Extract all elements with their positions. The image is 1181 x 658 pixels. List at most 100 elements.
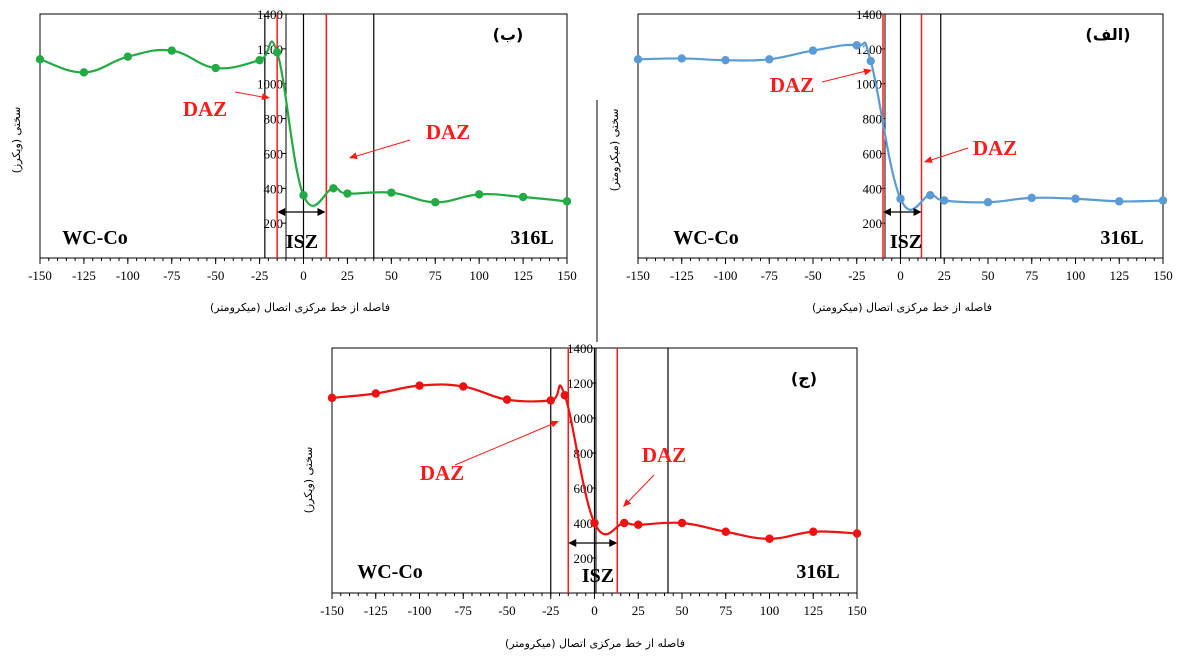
data-point — [560, 391, 569, 400]
data-point — [765, 534, 774, 543]
y-tick-label: 200 — [574, 551, 594, 566]
x-tick-label: -50 — [207, 268, 224, 283]
x-tick-label: 50 — [676, 603, 689, 618]
x-tick-label: -150 — [626, 268, 650, 283]
data-point — [211, 63, 220, 73]
daz-pointer-head — [261, 93, 270, 101]
data-point — [343, 189, 352, 198]
x-tick-label: 0 — [897, 268, 904, 283]
isz-arrow-head-right — [913, 208, 922, 216]
data-point — [415, 381, 424, 390]
x-tick-label: 75 — [1025, 268, 1038, 283]
y-tick-label: 800 — [264, 112, 284, 127]
y-tick-label: 1400 — [257, 7, 283, 22]
data-point — [721, 527, 730, 536]
x-tick-label: -150 — [28, 268, 52, 283]
y-tick-label: 800 — [863, 112, 883, 127]
left-material-label: WC-Co — [62, 227, 128, 249]
x-tick-label: -25 — [251, 268, 268, 283]
x-tick-label: -125 — [72, 268, 96, 283]
x-tick-label: 125 — [804, 603, 824, 618]
left-material-label: WC-Co — [673, 227, 739, 249]
isz-arrow-head-right — [317, 208, 326, 216]
daz-pointer-head — [863, 68, 872, 76]
daz-annotation: DAZ — [426, 120, 470, 144]
data-point — [255, 55, 264, 65]
data-point — [633, 55, 643, 64]
series-line — [331, 383, 858, 540]
isz-label: ISZ — [286, 231, 318, 253]
daz-annotation: DAZ — [770, 73, 814, 97]
data-point — [1027, 193, 1036, 203]
x-tick-label: -125 — [364, 603, 388, 618]
y-tick-label: 600 — [264, 146, 284, 161]
data-point — [546, 396, 555, 405]
daz-annotation: DAZ — [642, 443, 686, 467]
x-tick-label: 100 — [1066, 268, 1086, 283]
x-tick-label: 25 — [341, 268, 354, 283]
data-point — [808, 46, 818, 55]
x-tick-label: -100 — [408, 603, 432, 618]
y-tick-label: 400 — [264, 181, 284, 196]
daz-annotation: DAZ — [420, 461, 464, 485]
x-tick-label: -100 — [116, 268, 140, 283]
data-point — [1115, 197, 1124, 206]
x-tick-label: -75 — [761, 268, 778, 283]
isz-label: ISZ — [890, 231, 922, 253]
x-tick-label: -150 — [320, 603, 344, 618]
data-point — [940, 196, 949, 205]
right-material-label: 316L — [1100, 227, 1143, 249]
data-point — [620, 518, 629, 528]
panels: -150 -125 -100 -75 -50 -25 0 25 50 75 100 125 150 200… — [10, 7, 1173, 650]
y-tick-label: 1400 — [567, 341, 593, 356]
data-point — [562, 197, 572, 206]
chart-panel-b: -150 -125 -100 -75 -50 -25 0 25 50 75 100 125 150 200… — [10, 7, 577, 314]
data-point — [866, 56, 875, 66]
x-tick-label: -75 — [163, 268, 180, 283]
daz-pointer-head — [623, 498, 632, 507]
data-point — [518, 192, 528, 202]
daz-pointer-head — [924, 156, 933, 163]
data-point — [852, 529, 862, 538]
daz-pointer-line — [454, 421, 558, 466]
x-tick-label: -100 — [714, 268, 738, 283]
x-tick-label: 50 — [982, 268, 995, 283]
x-tick-label: -75 — [455, 603, 472, 618]
data-point — [765, 55, 774, 64]
data-point — [983, 198, 993, 207]
data-point — [387, 188, 396, 197]
x-tick-label: 25 — [938, 268, 951, 283]
y-axis-title: سختی (ویکرز) — [302, 447, 315, 514]
y-tick-label: 1000 — [567, 411, 593, 426]
x-axis-title: فاصله از خط مرکزی اتصال (میکرومتر) — [812, 301, 992, 314]
data-point — [1071, 194, 1080, 203]
isz-arrow-head-left — [568, 539, 577, 547]
y-tick-label: 200 — [863, 216, 883, 231]
data-point — [852, 41, 861, 50]
data-point — [896, 194, 905, 203]
isz-arrow-head-left — [277, 208, 286, 216]
daz-annotation: DAZ — [973, 136, 1017, 160]
x-tick-label: 100 — [469, 268, 489, 283]
data-point — [329, 184, 338, 193]
data-point — [431, 198, 440, 207]
data-point — [677, 54, 686, 63]
series-line — [39, 40, 568, 207]
panel-label: (ب) — [493, 25, 524, 44]
x-tick-label: 150 — [847, 603, 867, 618]
data-point — [79, 68, 89, 77]
x-tick-label: 150 — [557, 268, 577, 283]
daz-pointer-line — [624, 474, 655, 506]
x-tick-label: 75 — [719, 603, 732, 618]
data-point — [123, 52, 133, 61]
data-point — [459, 382, 468, 391]
y-axis-title: سختی (ویکرز) — [10, 107, 23, 174]
y-tick-label: 600 — [574, 481, 594, 496]
x-tick-label: 50 — [385, 268, 398, 283]
data-point — [474, 190, 484, 199]
x-tick-label: -50 — [498, 603, 515, 618]
x-tick-label: -125 — [670, 268, 694, 283]
y-axis-title: سختی (میکرومتر) — [608, 109, 621, 192]
daz-pointer-head — [349, 152, 358, 160]
